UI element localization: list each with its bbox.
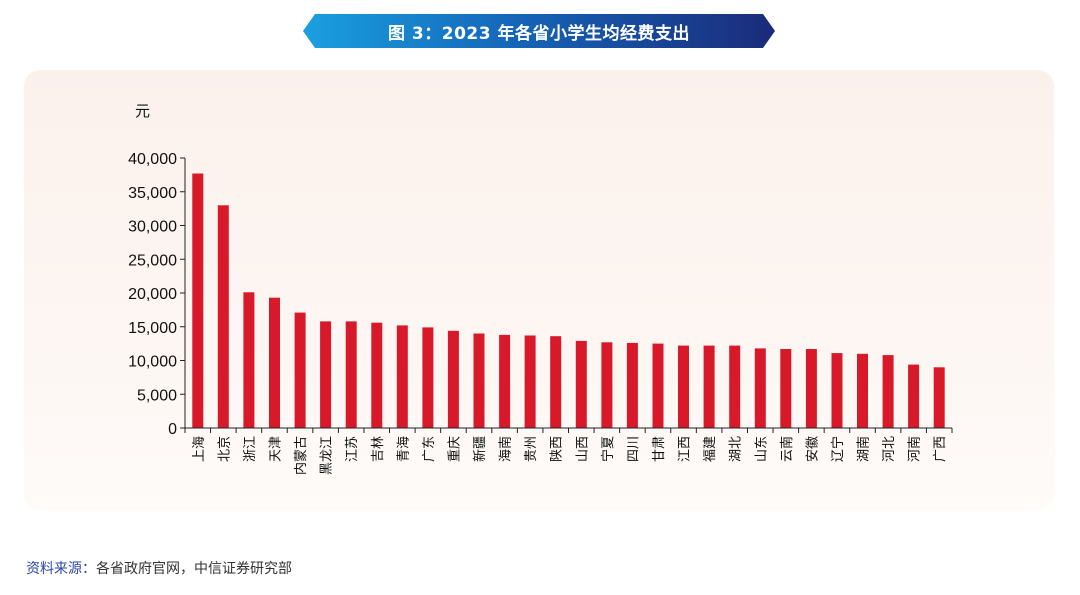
- bar: [933, 367, 945, 429]
- bar: [345, 321, 357, 428]
- y-tick-label: 0: [168, 421, 177, 438]
- x-category-label: 江西: [678, 436, 693, 462]
- bar: [678, 345, 689, 428]
- x-category-label: 新疆: [472, 436, 488, 462]
- x-category-label: 河南: [907, 436, 923, 462]
- bar: [371, 322, 383, 428]
- x-category-label: 江苏: [344, 436, 360, 462]
- bar: [857, 353, 868, 429]
- x-category-label: 辽宁: [830, 436, 846, 462]
- bar: [524, 335, 536, 428]
- x-category-label: 上海: [192, 436, 207, 462]
- bars-group: [192, 173, 945, 429]
- x-category-label: 河北: [882, 436, 897, 462]
- bar: [882, 355, 894, 428]
- bar: [243, 292, 255, 428]
- bar: [422, 327, 434, 428]
- bar: [780, 349, 792, 428]
- bar: [217, 205, 229, 429]
- bar: [703, 345, 715, 428]
- x-category-label: 安徽: [805, 436, 820, 462]
- chart-title-banner: 图 3：2023 年各省小学生均经费支出: [303, 14, 775, 48]
- bar: [626, 342, 638, 428]
- y-tick-label: 15,000: [128, 320, 177, 337]
- x-category-label: 山西: [575, 436, 590, 462]
- y-tick-label: 30,000: [128, 219, 177, 236]
- bar: [192, 173, 204, 428]
- x-category-label: 内蒙古: [293, 436, 309, 475]
- source-note: 资料来源：各省政府官网，中信证券研究部: [26, 558, 292, 578]
- x-category-label: 黑龙江: [320, 436, 335, 475]
- source-label: 资料来源：: [26, 561, 96, 577]
- y-tick-label: 5,000: [137, 387, 177, 404]
- bar: [652, 343, 664, 428]
- bar: [729, 345, 741, 428]
- y-tick-label: 10,000: [128, 354, 177, 371]
- x-category-label: 湖南: [856, 436, 872, 462]
- x-category-label: 陕西: [550, 436, 565, 462]
- x-category-label: 湖北: [729, 436, 744, 462]
- bar: [499, 334, 511, 428]
- bar: [447, 330, 459, 428]
- bar: [396, 325, 408, 428]
- x-category-label: 浙江: [243, 436, 258, 462]
- y-tick-label: 25,000: [128, 252, 177, 269]
- bar: [294, 312, 306, 428]
- x-category-label: 海南: [498, 436, 514, 462]
- x-category-label: 四川: [626, 436, 641, 462]
- bar: [575, 340, 587, 428]
- x-category-label: 青海: [396, 436, 411, 462]
- bar: [601, 342, 613, 428]
- x-category-label: 宁夏: [600, 436, 616, 462]
- x-category-label: 天津: [268, 436, 283, 462]
- bar: [805, 349, 817, 428]
- bar: [550, 336, 562, 428]
- y-tick-label: 40,000: [128, 151, 177, 168]
- bar: [269, 297, 280, 428]
- x-category-label: 广东: [422, 436, 437, 462]
- x-category-label: 重庆: [446, 436, 462, 462]
- x-category-label: 甘肃: [652, 436, 667, 462]
- y-tick-label: 20,000: [128, 286, 177, 303]
- y-tick-label: 35,000: [128, 185, 177, 202]
- bar: [831, 353, 843, 428]
- x-category-label: 贵州: [524, 436, 539, 462]
- source-text: 各省政府官网，中信证券研究部: [96, 561, 292, 577]
- x-axis: 上海 北京 浙江 天津 内蒙古 黑龙江 江苏 吉林 青海 广东 重庆 新疆 海南 贵州 陕西 山西 宁夏 四川 甘肃…: [184, 427, 953, 475]
- x-category-label: 山东: [754, 436, 769, 462]
- bar: [320, 321, 332, 428]
- bar: [473, 333, 485, 428]
- x-category-label: 云南: [779, 436, 795, 462]
- x-category-label: 广西: [933, 436, 948, 462]
- x-category-label: 北京: [217, 436, 232, 462]
- bar: [754, 348, 766, 428]
- y-axis: 0 5,000 10,000 15,000 20,000 25,000 30,000 35,0…: [128, 151, 186, 438]
- y-axis-unit-label: 元: [135, 102, 151, 120]
- x-category-label: 吉林: [371, 436, 386, 462]
- bar: [908, 364, 920, 428]
- x-category-label: 福建: [703, 436, 718, 462]
